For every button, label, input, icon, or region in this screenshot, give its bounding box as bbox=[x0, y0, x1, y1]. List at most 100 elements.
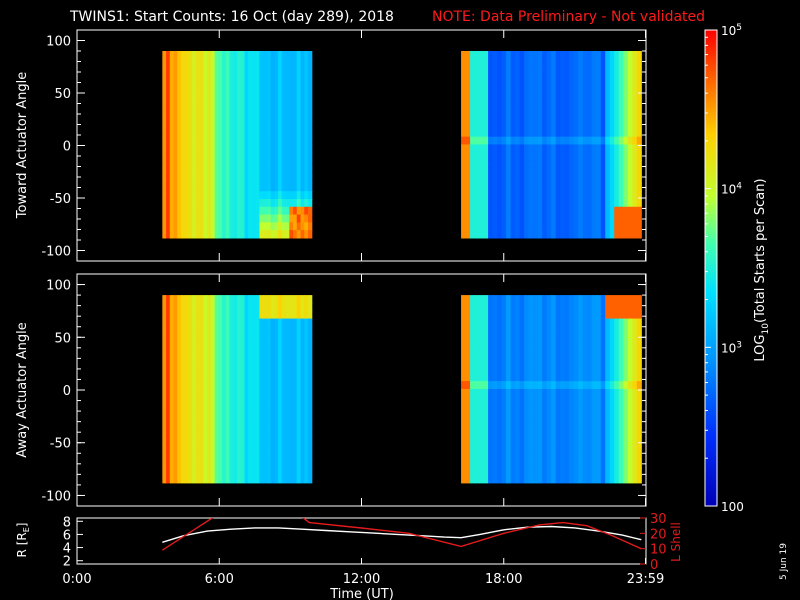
heatmap-cell bbox=[266, 206, 272, 216]
heatmap-cell bbox=[210, 396, 216, 406]
heatmap-cell bbox=[569, 58, 575, 68]
heatmap-cell bbox=[515, 310, 521, 320]
heatmap-cell bbox=[519, 66, 525, 75]
heatmap-cell bbox=[497, 459, 503, 468]
heatmap-cell bbox=[632, 214, 638, 223]
heatmap-cell bbox=[195, 310, 201, 320]
heatmap-cell bbox=[210, 349, 216, 359]
heatmap-cell bbox=[233, 183, 238, 192]
heatmap-cell bbox=[289, 105, 294, 114]
heatmap-cell bbox=[266, 89, 272, 99]
heatmap-cell bbox=[270, 105, 275, 114]
heatmap-cell bbox=[181, 420, 186, 429]
heatmap-cell bbox=[515, 435, 521, 445]
heatmap-cell bbox=[519, 428, 525, 437]
heatmap-cell bbox=[199, 198, 205, 208]
heatmap-cell bbox=[240, 128, 246, 138]
heatmap-cell bbox=[618, 467, 624, 476]
heatmap-cell bbox=[461, 404, 467, 414]
heatmap-cell bbox=[195, 342, 201, 351]
heatmap-cell bbox=[237, 435, 242, 445]
heatmap-cell bbox=[591, 230, 597, 239]
heatmap-cell bbox=[177, 459, 182, 468]
heatmap-cell bbox=[506, 144, 512, 153]
heatmap-cell bbox=[181, 310, 186, 320]
heatmap-cell bbox=[222, 357, 227, 367]
heatmap-cell bbox=[173, 396, 178, 406]
heatmap-cell bbox=[591, 349, 597, 359]
heatmap-cell bbox=[177, 191, 182, 200]
heatmap-cell bbox=[218, 222, 223, 231]
heatmap-cell bbox=[519, 113, 525, 122]
heatmap-cell bbox=[248, 66, 253, 75]
heatmap-cell bbox=[281, 183, 287, 192]
heatmap-cell bbox=[497, 443, 503, 453]
heatmap-cell bbox=[600, 113, 606, 122]
heatmap-cell bbox=[207, 136, 212, 146]
heatmap-cell bbox=[259, 183, 264, 192]
heatmap-cell bbox=[465, 310, 471, 320]
heatmap-cell bbox=[229, 295, 234, 304]
heatmap-cell bbox=[560, 310, 566, 320]
heatmap-cell bbox=[587, 326, 593, 335]
heatmap-cell bbox=[173, 136, 178, 146]
heatmap-cell bbox=[546, 222, 552, 231]
heatmap-cell bbox=[623, 467, 629, 476]
heatmap-cell bbox=[533, 334, 539, 343]
heatmap-cell bbox=[233, 105, 238, 114]
heatmap-cell bbox=[285, 82, 290, 91]
heatmap-cell bbox=[533, 435, 539, 445]
heatmap-cell bbox=[591, 167, 597, 177]
heatmap-cell bbox=[195, 388, 201, 398]
heatmap-cell bbox=[240, 326, 246, 335]
heatmap-cell bbox=[587, 318, 593, 327]
heatmap-cell bbox=[636, 89, 642, 99]
heatmap-cell bbox=[203, 214, 208, 223]
heatmap-cell bbox=[618, 302, 624, 312]
heatmap-cell bbox=[510, 97, 516, 107]
heatmap-cell bbox=[210, 326, 216, 335]
heatmap-cell bbox=[515, 121, 521, 130]
heatmap-cell bbox=[470, 459, 476, 468]
heatmap-cell bbox=[506, 191, 512, 200]
heatmap-cell bbox=[618, 113, 624, 122]
heatmap-cell bbox=[300, 82, 305, 91]
heatmap-cell bbox=[289, 474, 294, 484]
heatmap-cell bbox=[551, 128, 557, 138]
heatmap-cell bbox=[506, 388, 512, 398]
heatmap-cell bbox=[632, 51, 638, 60]
heatmap-cell bbox=[614, 74, 620, 83]
heatmap-cell bbox=[537, 167, 543, 177]
heatmap-cell bbox=[587, 230, 593, 239]
heatmap-cell bbox=[207, 396, 212, 406]
heatmap-cell bbox=[169, 152, 175, 161]
heatmap-cell bbox=[515, 381, 521, 390]
heatmap-cell bbox=[492, 58, 498, 68]
heatmap-cell bbox=[614, 443, 620, 453]
heatmap-cell bbox=[240, 420, 246, 429]
heatmap-cell bbox=[192, 113, 197, 122]
heatmap-cell bbox=[483, 381, 489, 390]
heatmap-cell bbox=[207, 435, 212, 445]
heatmap-cell bbox=[492, 404, 498, 414]
heatmap-cell bbox=[479, 167, 485, 177]
heatmap-cell bbox=[569, 214, 575, 223]
heatmap-cell bbox=[582, 420, 588, 429]
heatmap-cell bbox=[207, 334, 212, 343]
heatmap-cell bbox=[177, 334, 182, 343]
heatmap-cell bbox=[501, 451, 507, 460]
heatmap-cell bbox=[600, 412, 606, 421]
heatmap-cell bbox=[623, 349, 629, 359]
heatmap-cell bbox=[524, 58, 530, 68]
heatmap-cell bbox=[519, 51, 525, 60]
heatmap-cell bbox=[289, 222, 294, 231]
heatmap-cell bbox=[210, 342, 216, 351]
heatmap-cell bbox=[240, 66, 246, 75]
heatmap-cell bbox=[600, 74, 606, 83]
heatmap-cell bbox=[636, 82, 642, 91]
heatmap-cell bbox=[569, 198, 575, 208]
heatmap-cell bbox=[307, 121, 313, 130]
heatmap-cell bbox=[244, 474, 249, 484]
heatmap-cell bbox=[244, 113, 249, 122]
heatmap-cell bbox=[582, 191, 588, 200]
